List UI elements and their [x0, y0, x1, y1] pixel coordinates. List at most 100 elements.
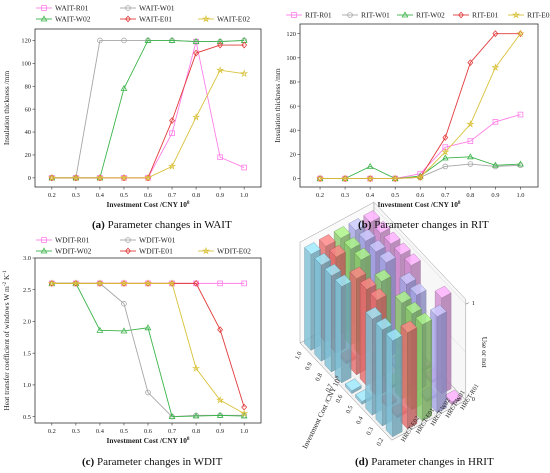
series-rit-r01: [317, 111, 524, 182]
x-tick-label: 0.2: [316, 192, 324, 199]
bar-side-face: [407, 327, 418, 430]
bar-hrct-w02: [415, 312, 433, 422]
legend-marker: [125, 237, 131, 243]
bar-top-face: [404, 253, 421, 266]
data-point: [217, 280, 223, 287]
bar-top-face: [359, 277, 377, 290]
data-point: [492, 119, 499, 125]
x-tick-label: 0.8: [192, 428, 200, 435]
legend-marker: [41, 237, 47, 243]
bar-top-face: [430, 304, 447, 318]
caption-c: (c) Parameter changes in WDIT: [82, 456, 223, 468]
bar-top-face: [409, 282, 427, 296]
y-tick-label: 0: [28, 175, 31, 182]
data-point: [97, 37, 103, 44]
bar-hrct-e02: [334, 274, 352, 384]
bar-top-face: [329, 244, 346, 258]
bar-top-face: [368, 239, 386, 253]
data-point: [216, 37, 224, 44]
bar-top-face: [373, 220, 391, 234]
bar-hrct-e02: [344, 378, 362, 395]
bar-side-face: [341, 281, 352, 384]
bar-hrct-w01: [430, 304, 447, 414]
y-tick-label: 2.5: [23, 287, 31, 294]
y-tick-label: 1.0: [23, 382, 31, 389]
bar-hrct-e01: [400, 320, 418, 430]
series-wdit-w02: [48, 279, 248, 420]
legend-entry: RIT-W02: [397, 11, 445, 20]
x-tick-label: 0.3: [341, 192, 349, 199]
bar-top-face: [348, 218, 366, 231]
plot-frame: [299, 23, 539, 188]
legend-entry: WDIT-E02: [198, 247, 251, 256]
x-tick-label: 0.6: [416, 192, 424, 199]
legend-marker: [125, 5, 131, 11]
panel-b-rit-chart: 0.2 0.3 0.4 0.5 0.6 0.7 0.8 0.9 1.0 0 20 40 60 80 100 1…: [273, 11, 550, 209]
legend-label: RIT-E01: [472, 11, 498, 20]
x-tick-label: 0.5: [345, 405, 355, 415]
legend-marker: [201, 14, 211, 23]
series-line: [320, 114, 521, 180]
x-axis-label: Investment Cost /CNY 108: [107, 436, 190, 445]
legend-marker: [401, 11, 409, 18]
x-tick-label: 0.2: [48, 192, 56, 199]
legend-marker: [125, 247, 131, 255]
x-tick-label: 1.0: [516, 192, 524, 199]
wall-grid: [373, 206, 466, 305]
y-axis-label: Heat transfer coefficient of windows W m…: [2, 270, 11, 411]
series-line: [320, 33, 521, 180]
z-tick-label: 1: [472, 300, 475, 307]
data-point: [441, 147, 450, 156]
bar-top-face: [333, 226, 351, 239]
data-point: [366, 162, 374, 169]
legend-marker: [41, 5, 47, 11]
data-point: [217, 41, 224, 49]
bar-top-face: [374, 269, 392, 282]
x-tick-label: 0.5: [120, 192, 128, 199]
y-tick-label: 80: [25, 83, 31, 90]
data-point: [193, 279, 200, 287]
legend-marker: [125, 15, 131, 23]
y-tick-label: 0: [293, 176, 296, 183]
data-point: [467, 59, 474, 67]
z-tick-mark: [465, 302, 469, 305]
data-point: [71, 173, 80, 182]
x-tick-label: 0.7: [168, 192, 177, 199]
x-tick-label: 1.0: [240, 192, 248, 199]
data-point: [240, 69, 249, 78]
plot-frame: [34, 257, 262, 424]
data-point: [216, 395, 225, 404]
x-tick-label: 1.0: [294, 351, 304, 361]
data-point: [193, 49, 200, 57]
x-tick-label: 0.9: [304, 361, 314, 371]
data-point: [169, 117, 175, 125]
data-point: [366, 174, 375, 182]
bar-top-face: [434, 285, 452, 299]
x-tick-label: 0.7: [441, 192, 450, 199]
bar-front-face: [334, 279, 342, 384]
series-line: [320, 156, 521, 180]
data-point: [442, 134, 449, 141]
legend-label: WDIT-W02: [55, 247, 92, 256]
legend-entry: WAIT-W02: [36, 15, 91, 24]
data-point: [47, 173, 56, 182]
data-point: [241, 403, 248, 411]
legend-entry: WDIT-W01: [120, 236, 176, 245]
bar-front-face: [365, 311, 373, 416]
x-tick-label: 0.3: [72, 428, 80, 435]
data-point: [192, 112, 201, 121]
series-wait-w02: [48, 36, 248, 181]
data-point: [466, 119, 475, 128]
y-axis-label: Insulation thickness /mm: [2, 71, 11, 146]
panel-a-wait-chart: 0.2 0.3 0.4 0.5 0.6 0.7 0.8 0.9 1.0 0 20 40 60 80 100 1…: [2, 4, 262, 209]
bar-top-face: [363, 210, 381, 223]
bar-top-face: [344, 378, 362, 391]
x-tick-label: 0.8: [466, 192, 474, 199]
legend-label: WAIT-W01: [139, 4, 175, 13]
data-point: [517, 111, 524, 118]
x-tick-label: 0.4: [96, 192, 105, 199]
x-tick-label: 0.8: [314, 372, 324, 382]
y-tick-label: 20: [25, 152, 31, 159]
legend-entry: WAIT-W01: [120, 4, 175, 13]
